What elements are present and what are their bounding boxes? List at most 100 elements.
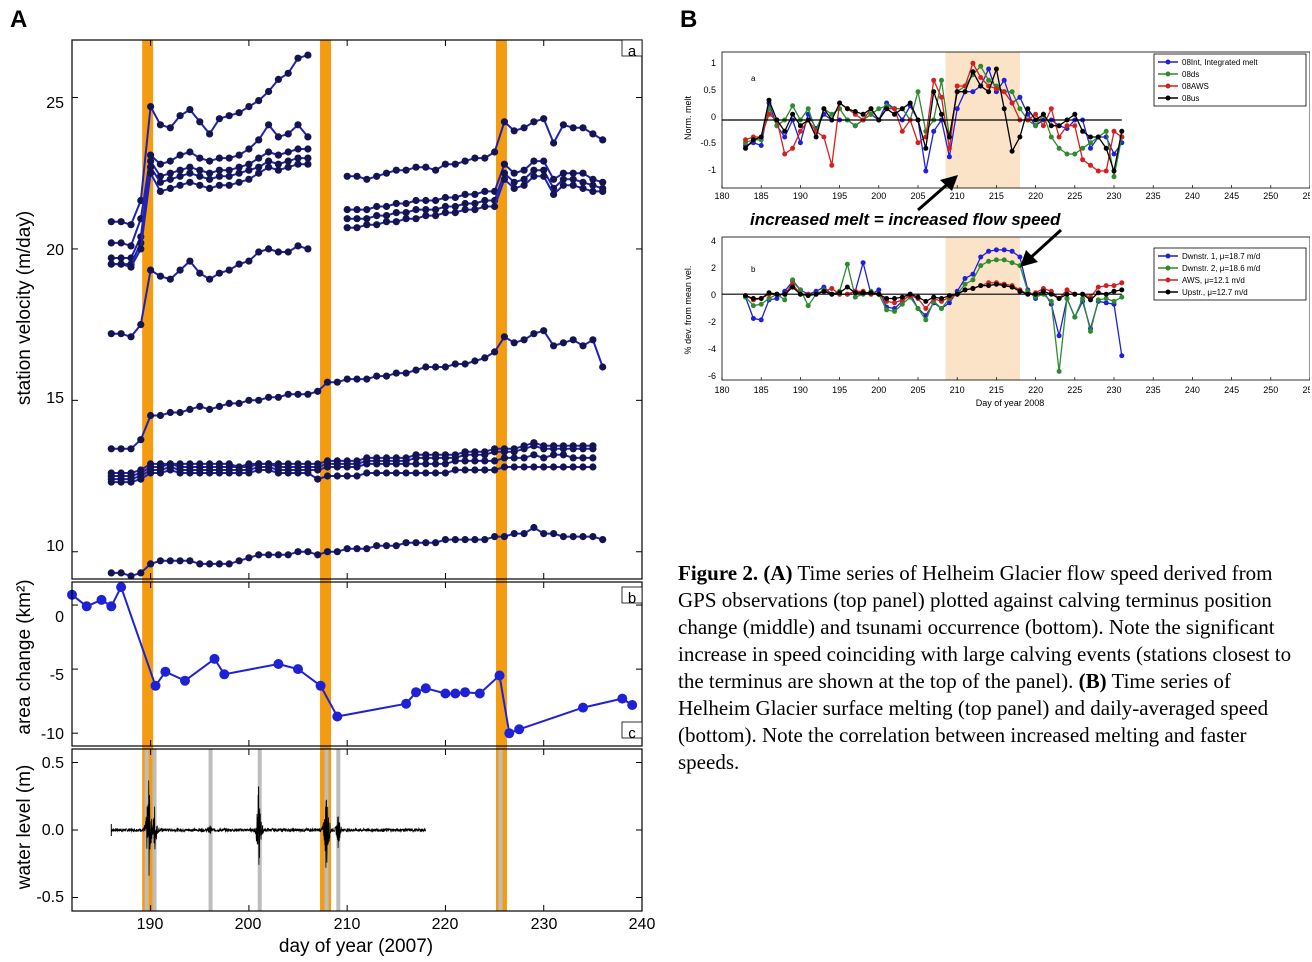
velocity-point (550, 445, 558, 453)
panel-b-tag: b (628, 590, 636, 607)
velocity-point (107, 239, 115, 247)
b-series-point (946, 134, 952, 140)
velocity-point (599, 536, 607, 544)
b-series-point (805, 106, 811, 112)
velocity-point (196, 269, 204, 277)
velocity-point (117, 478, 125, 486)
b-series-point (1119, 353, 1125, 359)
velocity-point (540, 157, 548, 165)
b-series-point (1088, 162, 1093, 168)
water-level-trace (111, 780, 426, 876)
y-axis-label-velocity: station velocity (m/day) (14, 211, 35, 405)
b-b-y-tick: -6 (708, 371, 716, 381)
velocity-point (343, 206, 351, 214)
velocity-point (540, 463, 548, 471)
figure-b: a b Norm. melt % dev. from mean vel. Day… (683, 51, 1310, 408)
velocity-point (235, 151, 243, 159)
velocity-point (540, 327, 548, 335)
velocity-point (363, 175, 371, 183)
velocity-point (363, 215, 371, 223)
velocity-point (166, 175, 174, 183)
b-a-x-tick: 220 (1028, 191, 1043, 201)
panel-frame-b (71, 581, 643, 747)
velocity-point (117, 569, 125, 577)
legend-entry: 08AWS (1182, 82, 1209, 91)
velocity-point (500, 175, 508, 183)
velocity-point (520, 463, 528, 471)
velocity-point (147, 157, 155, 165)
b-series-point (1056, 296, 1062, 301)
area-change-point (420, 683, 431, 694)
b-series-point (1095, 168, 1101, 174)
velocity-point (540, 166, 548, 174)
velocity-point (589, 336, 597, 344)
velocity-point (500, 118, 508, 126)
b-b-y-tick: 0 (711, 290, 716, 300)
panel-frame-a (71, 39, 643, 580)
b-a-x-tick: 195 (832, 191, 847, 201)
velocity-point (186, 163, 194, 171)
b-a-y-tick: 0 (711, 112, 716, 122)
b-series-point (915, 294, 921, 300)
velocity-point (274, 75, 282, 83)
b-series-point (852, 109, 858, 114)
velocity-point (206, 169, 214, 177)
velocity-point (451, 209, 459, 217)
velocity-point (422, 454, 430, 462)
velocity-point (107, 569, 115, 577)
velocity-point (471, 206, 479, 214)
velocity-point (491, 466, 499, 474)
velocity-point (166, 169, 174, 177)
b-b-y-tick: 2 (711, 263, 716, 273)
b-b-x-tick: 225 (1067, 385, 1082, 395)
x-tick-label: 240 (629, 916, 656, 933)
y-tick-label: 20 (46, 242, 64, 259)
velocity-point (127, 478, 135, 486)
velocity-point (530, 166, 538, 174)
velocity-point (333, 472, 341, 480)
velocity-point (196, 402, 204, 410)
b-series-point (962, 89, 968, 95)
velocity-point (491, 457, 499, 465)
b-series-point (750, 316, 756, 321)
velocity-point (382, 542, 391, 550)
b-b-y-tick: 4 (711, 236, 716, 246)
velocity-point (422, 469, 430, 477)
b-series-point (1040, 288, 1046, 294)
legend-entry: AWS, μ=12.1 m/d (1182, 276, 1245, 285)
velocity-point (432, 166, 440, 174)
b-series-point (970, 277, 976, 283)
velocity-point (491, 348, 499, 356)
b-series-point (1088, 145, 1093, 151)
b-series-point (868, 106, 874, 112)
area-change-point (116, 582, 127, 593)
velocity-point (127, 572, 135, 580)
b-series-point (797, 128, 803, 134)
velocity-point (471, 199, 479, 208)
velocity-point (117, 254, 125, 262)
b-series-point (1025, 106, 1031, 112)
b-series-point (797, 140, 803, 146)
velocity-point (107, 254, 115, 262)
velocity-point (579, 178, 587, 186)
velocity-point (314, 466, 322, 474)
b-a-x-tick: 210 (950, 191, 965, 201)
area-change-point (460, 687, 471, 698)
b-series-point (1001, 77, 1007, 83)
x-tick-label: 200 (235, 916, 262, 933)
axes-frame-b (721, 51, 1310, 381)
b-series-point (1064, 287, 1070, 293)
area-change-point (450, 688, 461, 699)
velocity-point (117, 445, 125, 453)
y-tick-label: 0.0 (42, 822, 64, 839)
velocity-point (225, 154, 233, 162)
velocity-point (569, 463, 577, 471)
velocity-point (402, 215, 410, 223)
tsunami-event-marker (498, 749, 503, 911)
velocity-point (117, 218, 125, 226)
b-b-x-tick: 235 (1146, 385, 1161, 395)
b-series-point (750, 296, 756, 301)
b-series-point (978, 63, 984, 69)
b-a-x-tick: 255 (1302, 191, 1310, 201)
velocity-point (166, 408, 174, 417)
